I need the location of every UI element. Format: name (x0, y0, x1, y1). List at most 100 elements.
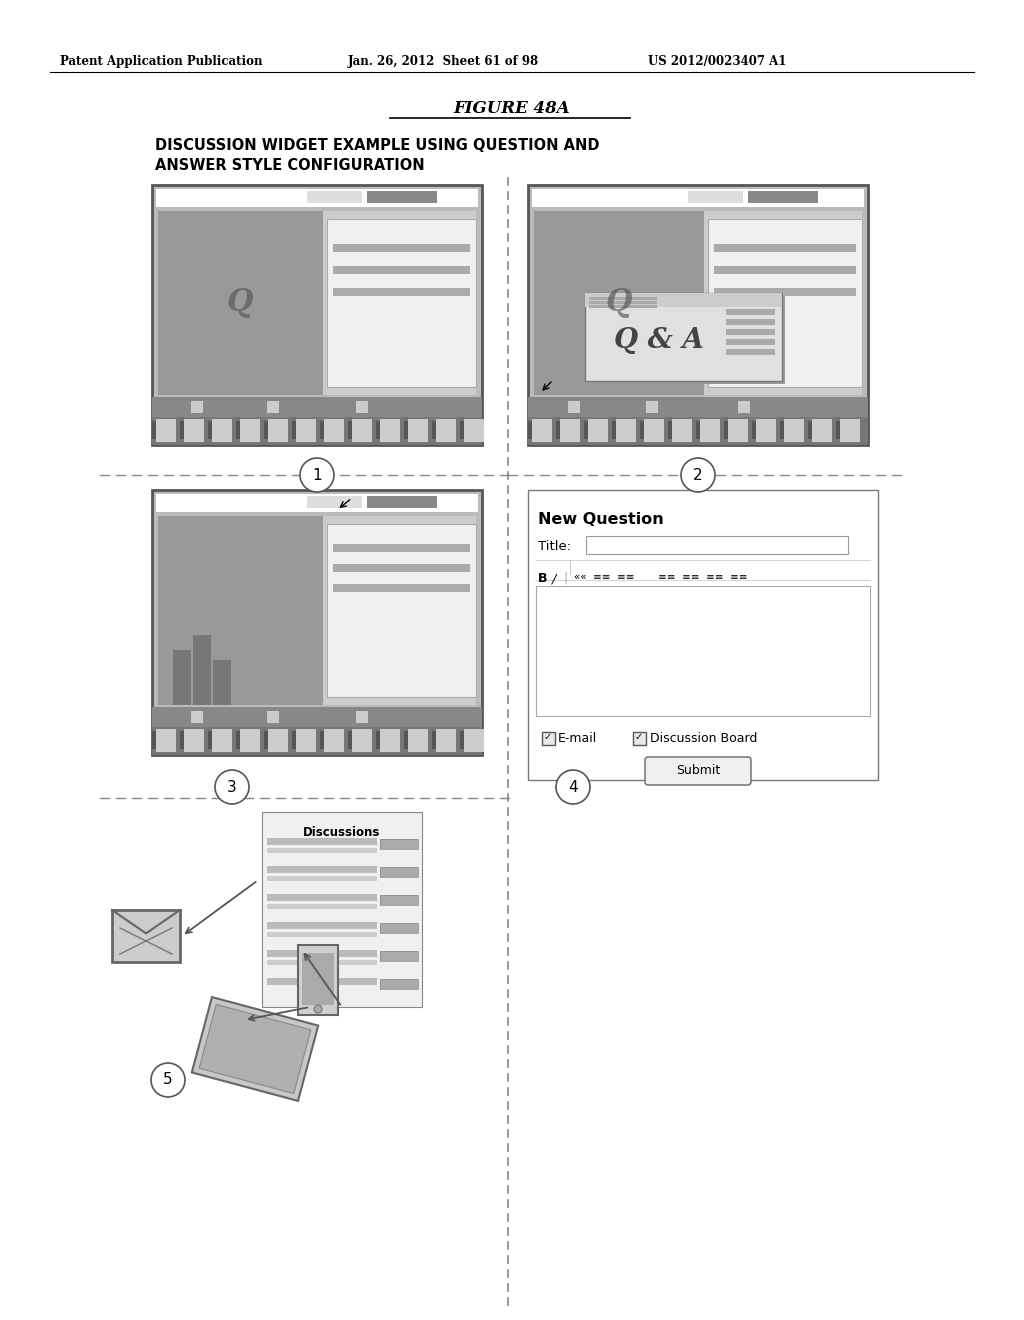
Bar (267, 932, 377, 937)
Bar (156, 494, 478, 512)
Bar (264, 421, 268, 440)
Bar (267, 921, 377, 929)
Bar (376, 421, 380, 440)
Bar (380, 840, 418, 849)
Bar (184, 729, 204, 752)
Bar (319, 421, 324, 440)
Bar (152, 397, 482, 417)
Bar (184, 418, 204, 442)
Bar (264, 731, 268, 748)
Bar (380, 923, 418, 933)
Text: /: / (552, 572, 556, 585)
Bar (262, 812, 422, 1007)
Bar (152, 490, 482, 755)
Bar (208, 421, 212, 440)
Bar (380, 729, 400, 752)
Bar (307, 191, 362, 203)
Bar (156, 189, 478, 207)
Bar (534, 211, 862, 395)
Bar (748, 191, 818, 203)
Bar (726, 309, 775, 315)
Bar (324, 418, 344, 442)
Bar (267, 711, 279, 723)
Bar (708, 219, 862, 387)
Bar (213, 660, 231, 705)
Bar (726, 319, 775, 325)
Text: Q & A: Q & A (614, 327, 703, 355)
Bar (436, 729, 456, 752)
Bar (319, 731, 324, 748)
Bar (585, 293, 782, 308)
Bar (268, 729, 288, 752)
Bar (436, 418, 456, 442)
Bar (191, 711, 203, 723)
Text: Discussions: Discussions (303, 826, 381, 840)
Text: FIGURE 48A: FIGURE 48A (454, 100, 570, 117)
Bar (380, 923, 418, 933)
Bar (156, 418, 176, 442)
Bar (327, 219, 476, 387)
Bar (158, 516, 323, 705)
Bar (298, 945, 338, 1015)
Bar (236, 731, 240, 748)
Bar (408, 729, 428, 752)
Bar (380, 950, 418, 961)
Bar (324, 729, 344, 752)
Text: B: B (538, 572, 548, 585)
Bar (380, 840, 418, 849)
Bar (784, 418, 804, 442)
Text: ≡≡  ≡≡  ≡≡  ≡≡: ≡≡ ≡≡ ≡≡ ≡≡ (658, 572, 748, 582)
Bar (780, 421, 784, 440)
Bar (668, 421, 672, 440)
Text: Q: Q (226, 288, 253, 318)
Bar (528, 490, 878, 780)
Bar (640, 421, 644, 440)
Text: Q: Q (605, 288, 632, 318)
Bar (738, 401, 750, 413)
Bar (199, 1005, 311, 1093)
Circle shape (314, 1005, 322, 1012)
Bar (380, 867, 418, 876)
Bar (589, 305, 657, 308)
Bar (589, 301, 657, 304)
Bar (556, 421, 560, 440)
Bar (408, 418, 428, 442)
Bar (696, 421, 700, 440)
Bar (267, 838, 377, 845)
Bar (352, 418, 372, 442)
Bar (585, 293, 782, 381)
Text: US 2012/0023407 A1: US 2012/0023407 A1 (648, 55, 786, 69)
Bar (460, 421, 464, 440)
Bar (208, 731, 212, 748)
Text: Submit: Submit (676, 764, 720, 777)
Bar (568, 401, 580, 413)
Bar (367, 496, 437, 508)
Bar (528, 417, 868, 445)
Bar (267, 847, 377, 853)
Bar (380, 895, 418, 906)
Bar (352, 729, 372, 752)
Bar (302, 953, 334, 1005)
Bar (180, 421, 184, 440)
Bar (327, 524, 476, 697)
Bar (296, 418, 316, 442)
FancyBboxPatch shape (645, 756, 751, 785)
Bar (152, 185, 482, 445)
Bar (356, 401, 368, 413)
Bar (112, 909, 180, 962)
Bar (528, 421, 532, 440)
Bar (152, 727, 482, 755)
Text: 2: 2 (693, 467, 702, 483)
Bar (376, 731, 380, 748)
Bar (812, 418, 831, 442)
Bar (267, 904, 377, 909)
Bar (672, 418, 692, 442)
Bar (380, 895, 418, 906)
Circle shape (556, 770, 590, 804)
Bar (191, 401, 203, 413)
Bar (292, 731, 296, 748)
Bar (528, 185, 868, 445)
Text: Discussion Board: Discussion Board (650, 733, 758, 744)
Bar (333, 583, 470, 591)
Text: ✓: ✓ (635, 733, 643, 742)
